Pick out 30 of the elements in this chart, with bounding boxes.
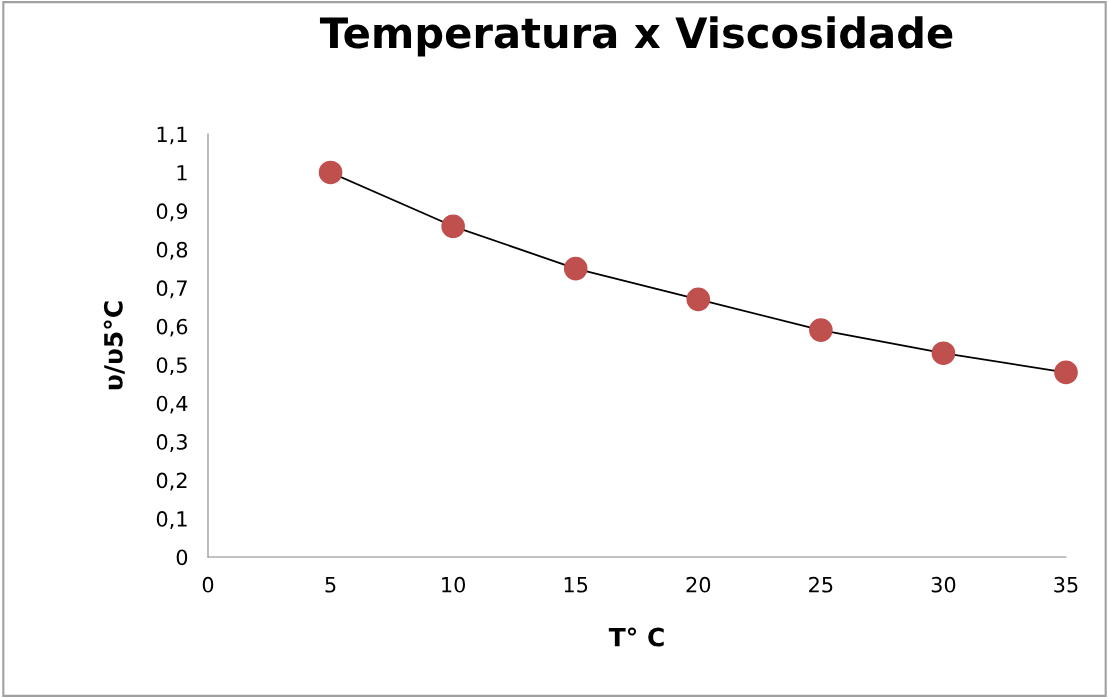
- point: [318, 160, 343, 185]
- point: [563, 256, 588, 281]
- y-tick-label: 1: [177, 165, 187, 181]
- x-tick-label: 25: [809, 576, 833, 593]
- y-tick-label: 0,9: [156, 203, 188, 222]
- point: [931, 341, 956, 365]
- x-tick-label: 5: [325, 577, 336, 593]
- point: [686, 287, 711, 312]
- y-axis-title: υ/υ5°C: [103, 301, 125, 390]
- point: [441, 214, 465, 239]
- x-tick-label: 20: [686, 576, 711, 593]
- y-tick-label: 0,5: [156, 357, 187, 376]
- y-tick-label: 0,3: [156, 434, 187, 452]
- point: [1054, 360, 1078, 385]
- x-tick-label: 15: [564, 577, 588, 593]
- point: [809, 318, 833, 342]
- y-tick-label: 0,2: [156, 472, 187, 491]
- x-tick-label: 0: [202, 576, 214, 593]
- y-tick-label: 0,8: [156, 241, 188, 260]
- chart-title: Temperatura x Viscosidade: [319, 16, 953, 57]
- x-tick-label: 10: [442, 576, 466, 593]
- x-tick-label: 30: [931, 576, 956, 593]
- y-tick-label: 0,4: [156, 395, 188, 414]
- y-tick-label: 0,1: [156, 511, 187, 529]
- x-axis-title: T° C: [608, 627, 664, 647]
- y-tick-label: 0,7: [156, 280, 187, 299]
- y-tick-label: 0,6: [156, 318, 188, 337]
- y-tick-label: 0: [176, 549, 188, 566]
- x-tick-label: 35: [1054, 576, 1078, 593]
- y-tick-label: 1,1: [157, 126, 187, 145]
